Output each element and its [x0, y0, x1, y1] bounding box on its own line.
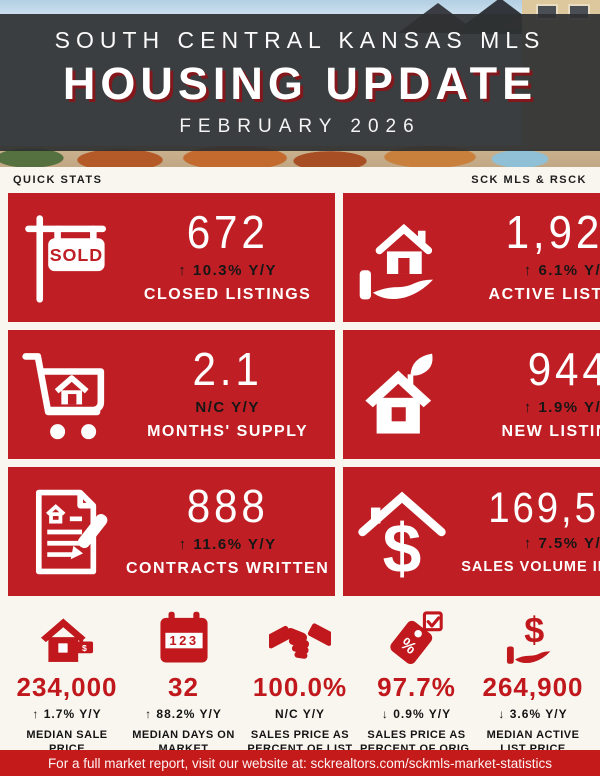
- percent-tag-check-icon: %: [386, 608, 448, 670]
- stat-value: 169,551: [488, 484, 600, 532]
- page-title: HOUSING UPDATE: [62, 58, 538, 109]
- stat-label: NEW LISTINGS: [501, 423, 600, 440]
- stat-card-grid: SOLD 672 ↑ 10.3% Y/Y CLOSED LISTINGS: [0, 193, 600, 596]
- yoy-change: ↑ 1.9% Y/Y: [523, 399, 600, 416]
- stat-value: 264,900: [482, 672, 584, 702]
- stat-card-new-listings: 944 ↑ 1.9% Y/Y NEW LISTINGS: [343, 330, 600, 459]
- stat-value: 97.7%: [377, 672, 456, 702]
- bottom-stat-median-sale-price: $ 234,000 ↑ 1.7% Y/Y MEDIAN SALE PRICE: [10, 608, 124, 755]
- stat-value: 888: [186, 480, 269, 533]
- yoy-change: ↑ 88.2% Y/Y: [145, 707, 222, 721]
- bottom-stat-sales-price-pct-list: 100.0% N/C Y/Y SALES PRICE AS PERCENT OF…: [243, 608, 357, 755]
- yoy-change: ↑ 11.6% Y/Y: [178, 536, 277, 553]
- yoy-change: ↓ 0.9% Y/Y: [381, 707, 452, 721]
- footer-text: For a full market report, visit our webs…: [47, 755, 553, 771]
- title-banner: SOUTH CENTRAL KANSAS MLS HOUSING UPDATE …: [0, 14, 600, 151]
- yoy-change: N/C Y/Y: [195, 399, 260, 416]
- quick-stats-label: QUICK STATS: [13, 174, 103, 186]
- source-label: SCK MLS & RSCK: [471, 174, 587, 186]
- yoy-change: ↑ 1.7% Y/Y: [32, 707, 102, 721]
- footer-bar: For a full market report, visit our webs…: [0, 750, 600, 776]
- stat-label: ACTIVE LISTINGS: [488, 286, 600, 303]
- stat-value: 672: [186, 206, 269, 259]
- landscaping-strip: [0, 146, 600, 167]
- stat-value: 944: [527, 343, 600, 396]
- stat-value: 32: [168, 672, 199, 702]
- stat-value: 234,000: [16, 672, 118, 702]
- svg-text:$: $: [82, 643, 87, 653]
- calendar-days-icon: 123: [153, 608, 215, 670]
- stat-label: SALES VOLUME IN $1,000S: [461, 559, 600, 575]
- stat-label: CLOSED LISTINGS: [143, 286, 312, 303]
- org-name: SOUTH CENTRAL KANSAS MLS: [54, 27, 546, 53]
- svg-text:$: $: [524, 610, 544, 651]
- house-in-hand-icon: [343, 211, 461, 305]
- stat-label: CONTRACTS WRITTEN: [126, 560, 330, 577]
- bottom-stat-median-days-on-market: 123 32 ↑ 88.2% Y/Y MEDIAN DAYS ON MARKET: [127, 608, 241, 755]
- sold-sign-icon: SOLD: [8, 211, 126, 305]
- svg-text:$: $: [383, 509, 422, 579]
- bottom-stats-row: $ 234,000 ↑ 1.7% Y/Y MEDIAN SALE PRICE 1…: [0, 596, 600, 756]
- dollar-in-hand-icon: $: [502, 608, 564, 670]
- stat-card-sales-volume: $ 169,551 ↑ 7.5% Y/Y SALES VOLUME IN $1,…: [343, 467, 600, 596]
- bottom-stat-median-active-list-price: $ 264,900 ↓ 3.6% Y/Y MEDIAN ACTIVE LIST …: [476, 608, 590, 756]
- svg-text:123: 123: [169, 633, 198, 648]
- quick-stats-bar: QUICK STATS SCK MLS & RSCK: [0, 167, 600, 193]
- header-photo: SOUTH CENTRAL KANSAS MLS HOUSING UPDATE …: [0, 0, 600, 167]
- stat-value: 1,924: [505, 206, 600, 259]
- stat-card-months-supply: 2.1 N/C Y/Y MONTHS' SUPPLY: [8, 330, 336, 459]
- stat-value: 100.0%: [252, 672, 348, 702]
- cart-house-icon: [8, 348, 126, 442]
- stat-label: MONTHS' SUPPLY: [147, 423, 309, 440]
- handshake-icon: [269, 608, 331, 670]
- yoy-change: ↑ 7.5% Y/Y: [523, 535, 600, 552]
- svg-text:SOLD: SOLD: [50, 244, 103, 264]
- house-price-sign-icon: $: [36, 608, 98, 670]
- stat-card-active-listings: 1,924 ↑ 6.1% Y/Y ACTIVE LISTINGS: [343, 193, 600, 322]
- bottom-stat-sales-price-pct-orig: % 97.7% ↓ 0.9% Y/Y SALES PRICE AS PERCEN…: [360, 608, 474, 755]
- house-leaf-icon: [343, 348, 461, 442]
- roof-dollar-icon: $: [343, 485, 461, 579]
- stat-card-closed-listings: SOLD 672 ↑ 10.3% Y/Y CLOSED LISTINGS: [8, 193, 336, 322]
- stat-value: 2.1: [192, 343, 263, 396]
- yoy-change: ↑ 10.3% Y/Y: [178, 262, 278, 279]
- yoy-change: N/C Y/Y: [274, 707, 326, 721]
- stat-card-contracts-written: 888 ↑ 11.6% Y/Y CONTRACTS WRITTEN: [8, 467, 336, 596]
- yoy-change: ↓ 3.6% Y/Y: [498, 707, 568, 721]
- date-subtitle: FEBRUARY 2026: [179, 116, 421, 137]
- yoy-change: ↑ 6.1% Y/Y: [523, 262, 600, 279]
- contract-pen-icon: [8, 485, 126, 579]
